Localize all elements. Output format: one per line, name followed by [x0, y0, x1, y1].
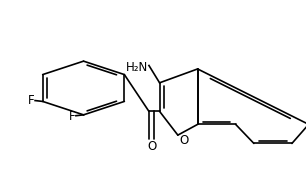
- Text: O: O: [147, 140, 157, 153]
- Text: H₂N: H₂N: [126, 61, 148, 74]
- Text: F: F: [69, 110, 75, 123]
- Text: O: O: [179, 134, 188, 147]
- Text: F: F: [28, 94, 34, 107]
